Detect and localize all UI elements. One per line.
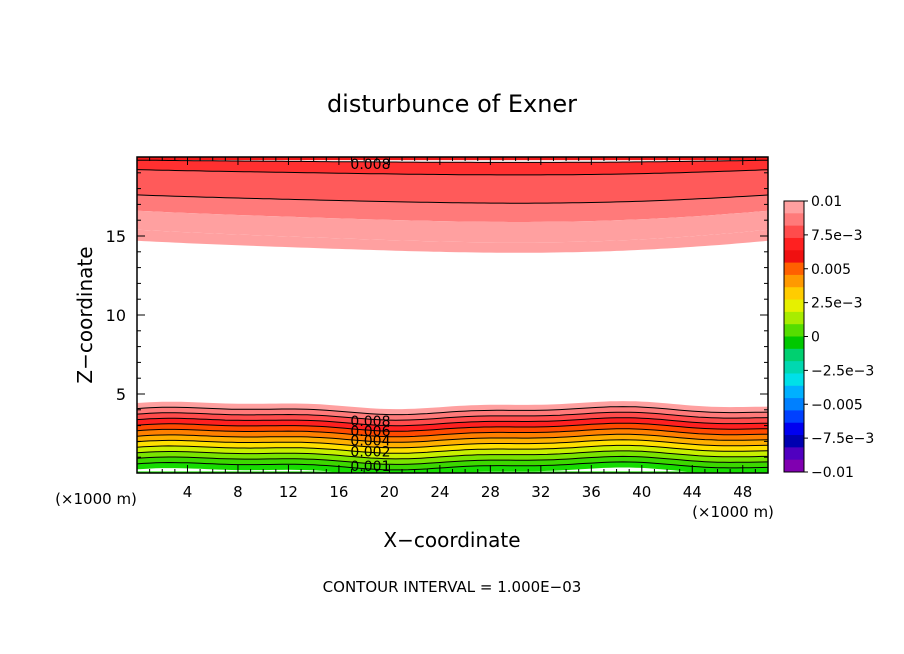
bottom-contour-band — [137, 445, 768, 459]
x-tick-label: 16 — [329, 483, 348, 501]
x-axis-label: X−coordinate — [383, 528, 520, 552]
x-tick-label: 44 — [683, 483, 702, 501]
colorbar-cell — [784, 422, 804, 436]
contour-line — [137, 169, 768, 176]
colorbar-cell — [784, 373, 804, 387]
x-unit-left: (×1000 m) — [55, 490, 137, 508]
x-tick-label: 24 — [430, 483, 449, 501]
contour-line — [137, 411, 768, 421]
x-tick-label: 32 — [531, 483, 550, 501]
colorbar-cell — [784, 385, 804, 399]
contour-line — [137, 433, 768, 443]
contour-line — [137, 417, 768, 427]
y-tick-label: 15 — [106, 227, 126, 246]
colorbar-tick-label: 0.01 — [811, 194, 842, 210]
contour-line — [137, 422, 768, 432]
bottom-contour-band — [137, 412, 768, 426]
colorbar-cell — [784, 410, 804, 424]
colorbar-cell — [784, 237, 804, 251]
x-tick-label: 12 — [279, 483, 298, 501]
colorbar-tick-label: −7.5e−3 — [811, 431, 874, 447]
colorbar-cell — [784, 324, 804, 337]
colorbar-cell — [784, 225, 804, 239]
y-axis-label: Z−coordinate — [73, 246, 97, 383]
colorbar-cell — [784, 311, 804, 325]
x-tick-label: 36 — [582, 483, 601, 501]
y-tick-label: 5 — [116, 385, 126, 404]
colorbar-cell — [784, 361, 804, 374]
colorbar-cell — [784, 336, 804, 350]
colorbar-tick-label: 2.5e−3 — [811, 296, 863, 312]
top-contour-band — [137, 160, 768, 175]
colorbar-cell — [784, 447, 804, 461]
contour-line — [137, 455, 768, 465]
bottom-contour-band — [137, 434, 768, 448]
top-contour-band — [137, 194, 768, 222]
x-unit-right: (×1000 m) — [692, 503, 774, 521]
contour-line — [137, 428, 768, 438]
contour-line — [137, 406, 768, 416]
colorbar-cell — [784, 398, 804, 411]
bottom-contour-band — [137, 428, 768, 443]
top-contour-band — [137, 229, 768, 253]
contour-line — [137, 439, 768, 449]
colorbar-cell — [784, 459, 804, 473]
top-contour-band — [137, 169, 768, 204]
bottom-contour-band — [137, 401, 768, 415]
colorbar-tick-label: −2.5e−3 — [811, 363, 874, 379]
x-tick-label: 48 — [733, 483, 752, 501]
contour-line — [137, 461, 768, 471]
colorbar-tick-label: −0.005 — [811, 397, 863, 413]
colorbar-cell — [784, 299, 804, 313]
x-tick-label: 20 — [380, 483, 399, 501]
colorbar-tick-label: −0.01 — [811, 465, 854, 481]
colorbar-cell — [784, 262, 804, 276]
colorbar-cell — [784, 348, 804, 362]
colorbar-tick-label: 7.5e−3 — [811, 228, 863, 244]
contour-line — [137, 194, 768, 204]
bottom-contour-band — [137, 423, 768, 437]
contour-label: 0.004 — [350, 434, 390, 450]
bottom-contour-band — [137, 406, 768, 421]
top-contour-band — [137, 210, 768, 243]
bottom-contour-band — [137, 417, 768, 432]
contour-line — [137, 450, 768, 460]
colorbar-cell — [784, 250, 804, 264]
bottom-contour-band — [137, 450, 768, 465]
contour-label: 0.008 — [350, 414, 390, 430]
contour-line — [137, 444, 768, 454]
contour-label: 0.006 — [350, 424, 390, 440]
x-tick-label: 28 — [481, 483, 500, 501]
contour-line — [137, 159, 768, 163]
colorbar: 0.01 7.5e−3 0.005 2.5e−3 0 −2.5e−3 −0.005 −7.5e… — [783, 194, 874, 481]
colorbar-cell — [784, 435, 804, 448]
colorbar-cell — [784, 274, 804, 288]
colorbar-cell — [784, 201, 804, 214]
x-tick-label: 8 — [233, 483, 243, 501]
chart-title: disturbunce of Exner — [327, 90, 577, 118]
colorbar-tick-label: 0 — [811, 330, 820, 346]
contour-label: 0.008 — [350, 157, 390, 173]
contour-label: 0.001 — [350, 459, 390, 475]
colorbar-cell — [784, 287, 804, 301]
y-tick-label: 10 — [106, 306, 126, 325]
colorbar-cell — [784, 213, 804, 227]
bottom-contour-band — [137, 456, 768, 470]
bottom-contour-band — [137, 439, 768, 454]
x-tick-label: 4 — [183, 483, 193, 501]
contour-label: 0.002 — [350, 445, 390, 461]
colorbar-tick-label: 0.005 — [811, 262, 851, 278]
contour-interval-footer: CONTOUR INTERVAL = 1.000E−03 — [323, 578, 582, 596]
x-tick-label: 40 — [632, 483, 651, 501]
